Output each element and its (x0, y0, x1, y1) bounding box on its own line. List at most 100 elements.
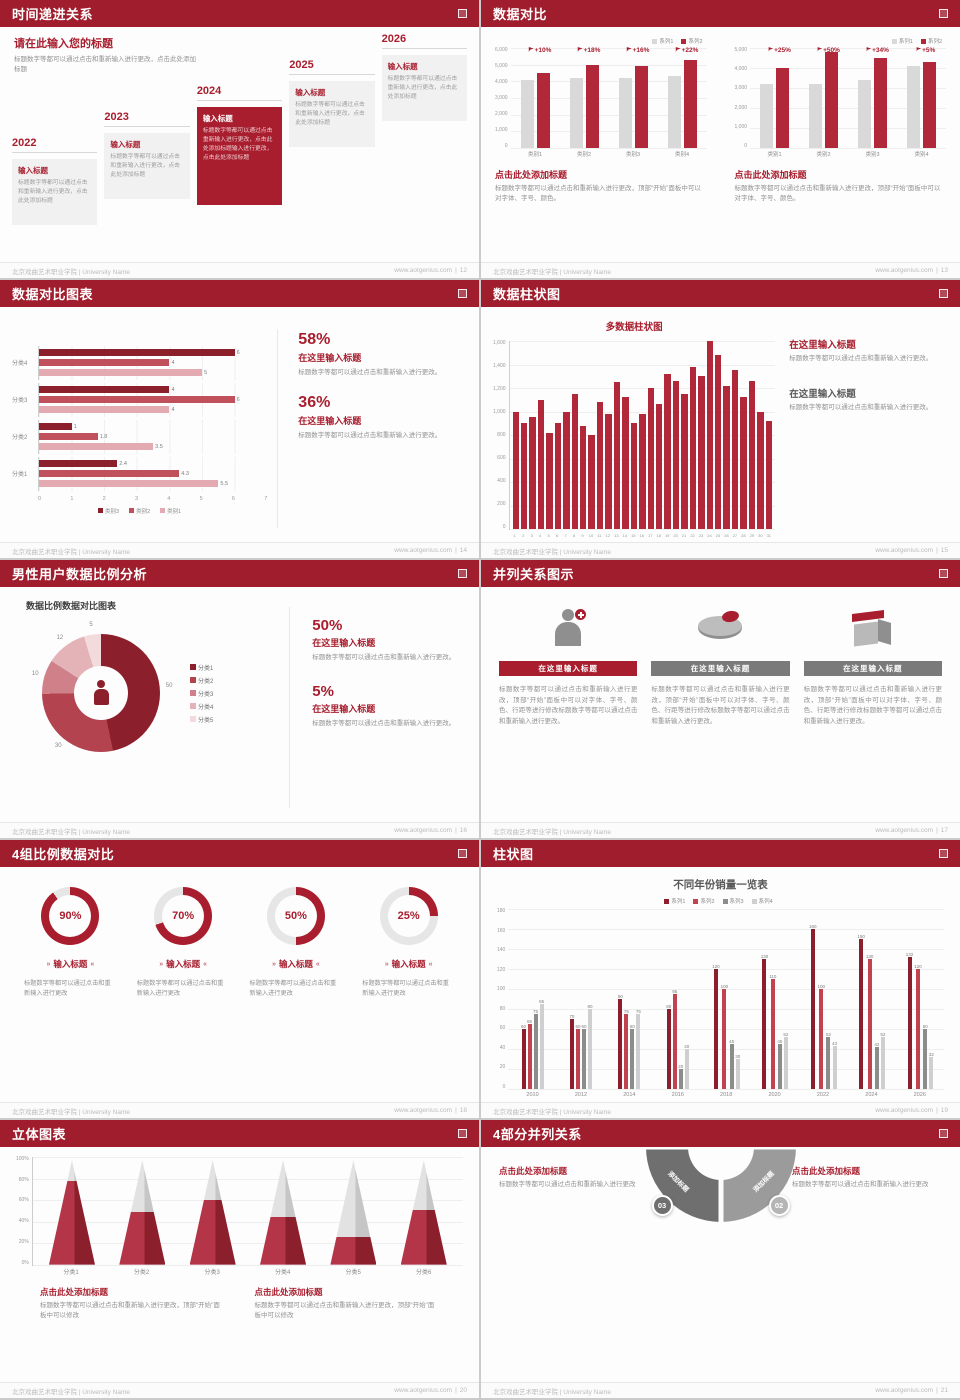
slide-male-user-ratio[interactable]: 男性用户数据比例分析 数据比例数据对比图表 50 30 10 12 5 分类1 分类2 分类… (0, 560, 479, 838)
bar (667, 76, 681, 148)
percent-label: +16% (627, 47, 650, 54)
ring-title: » 输入标题 « (46, 958, 94, 970)
chart-panel: 多数据柱状图 1,600 1,400 1,200 1,000 800 600 400 200 0… (493, 315, 776, 540)
male-figure-icon (93, 679, 109, 707)
timeline-box: 输入标题 标题数字等都可以通过点击和重新输入进行更改，点击此处添加标题 (104, 133, 190, 199)
legend-label: 系列2 (927, 39, 942, 45)
cone-fill (330, 1237, 377, 1265)
bar (698, 376, 705, 529)
cone (330, 1160, 377, 1265)
block-heading: 在这里输入标题 (789, 389, 856, 401)
stat-body: 标题数字等都可以通过点击和重新输入进行更改。 (298, 432, 442, 440)
slide-bar-chart[interactable]: 柱状图 不同年份销量一览表 系列1 系列2 系列3 系列4 180 160 140 120 10… (481, 840, 960, 1118)
footer-org: 北京戏曲艺术职业学院 | University Name (12, 548, 130, 556)
bar (880, 1037, 885, 1089)
value-label: 120 (712, 964, 720, 969)
value-label: 3.5 (155, 443, 163, 450)
value-label: 130 (865, 954, 874, 959)
value-label: 5.5 (220, 480, 229, 487)
value-label: 60 (575, 1024, 581, 1029)
footer-site: www.aotgenius.com (875, 267, 934, 274)
progress-ring: 50% (266, 887, 325, 945)
bar-line: 4 (39, 359, 267, 367)
bar (634, 66, 648, 148)
bar (569, 78, 583, 148)
bar-wrap: 75 (624, 909, 629, 1089)
x-tick-label: 8 (572, 532, 576, 538)
legend-item: 分类3 (190, 689, 213, 698)
slide-data-comparison[interactable]: 数据对比 系列1 系列2 6,000 5,000 4,000 3,000 2,000 1,00… (481, 0, 960, 278)
bar-wrap: 120 (914, 909, 922, 1089)
ring-title-text: 输入标题 (166, 959, 201, 969)
legend-swatch (891, 38, 897, 44)
bar (713, 969, 718, 1089)
ring-title-text: 输入标题 (391, 959, 426, 969)
gridline (508, 1089, 944, 1090)
x-tick-label: 2018 (720, 1092, 733, 1098)
bar-wrap (536, 48, 550, 148)
footer-org: 北京戏曲艺术职业学院 | University Name (493, 548, 611, 556)
block-heading: 点击此处添加标题 (254, 1286, 323, 1297)
timeline-box-title: 输入标题 (18, 166, 48, 175)
bar (672, 380, 680, 529)
x-tick-label: 16 (639, 532, 644, 538)
block-heading: 点击此处添加标题 (499, 1166, 568, 1176)
intro-block: 请在此输入您的标题 标题数字等都可以通过点击和重新输入进行更改，点击此处添加标题 (14, 35, 199, 76)
chart-main: 1,600 1,400 1,200 1,000 800 600 400 200 0 1 2 3 4 5 6 7… (493, 341, 776, 540)
value-label: 75 (623, 1009, 629, 1014)
column-banner: 在这里输入标题 (499, 661, 638, 676)
y-tick-label: 5,000 (495, 63, 508, 69)
footer-site: www.aotgenius.com (394, 267, 453, 274)
x-tick-label: 2020 (768, 1092, 781, 1098)
legend-swatch (190, 664, 196, 670)
y-tick-label: 4,000 (734, 66, 748, 73)
slide-body: 90%» 输入标题 «标题数字等都可以通过点击和重新输入进行更改 70%» 输入标题 «标… (0, 867, 479, 1102)
slide-body: 分类4 6 4 5 分类3 4 6 4 分类2 1 1.8 3.5 分类1 2.4 4.3 5.5 0 1 2 3 4 5… (0, 307, 479, 542)
bar (630, 423, 638, 529)
slide-header: 男性用户数据比例分析 (0, 560, 479, 587)
bar-wrap: 60 (923, 909, 928, 1089)
slide-parallel-relation[interactable]: 并列关系图示 在这里输入标题 标题数字等都可以通过点击和重新输入进行更改，顶部“… (481, 560, 960, 838)
x-tick-label: 1 (70, 495, 74, 502)
bar-group: 90 75 60 75 (605, 909, 653, 1089)
stat-body: 标题数字等都可以通过点击和重新输入进行更改。 (312, 654, 456, 661)
timeline-box: 输入标题 标题数字等都可以通过点击重新输入进行更改，点击此处添加标题 (381, 55, 468, 121)
bar-wrap (923, 48, 937, 148)
footer-site-page: www.aotgenius.com | 17 (872, 827, 948, 834)
bar-wrap: 80 (587, 909, 592, 1089)
chevron-right-icon: » (159, 960, 164, 968)
bar (647, 388, 654, 529)
gridline (32, 1243, 463, 1245)
footer-sep: | (455, 547, 457, 554)
legend-label: 类别2 (136, 508, 151, 515)
legend-item: 系列4 (751, 897, 773, 905)
footer-sep: | (455, 1387, 457, 1394)
y-tick-label: 0 (502, 1083, 506, 1090)
x-tick-label: 分类6 (416, 1270, 432, 1277)
ring-body: 标题数字等都可以通过点击和重新输入进行更改 (24, 980, 111, 997)
x-tick-label: 类别4 (914, 152, 929, 158)
cone-fill (119, 1212, 166, 1265)
slide-time-progression[interactable]: 时间递进关系 请在此输入您的标题 标题数字等都可以通过点击和重新输入进行更改，点… (0, 0, 479, 278)
value-label: 4 (171, 386, 175, 393)
bar (826, 1037, 831, 1089)
slide-header: 数据对比 (481, 0, 960, 27)
footer-page: 21 (940, 1387, 948, 1394)
stats-column: 58% 在这里输入标题 标题数字等都可以通过点击和重新输入进行更改。 36% 在… (288, 315, 467, 542)
gridline (750, 68, 946, 69)
block-body: 标题数字等都可以通过点击和重新输入进行更改。 (789, 355, 933, 362)
slide-data-bar-chart[interactable]: 数据柱状图 多数据柱状图 1,600 1,400 1,200 1,000 800 600 4… (481, 280, 960, 558)
nurse-icon (499, 603, 637, 655)
slide-four-ratio-comparison[interactable]: 4组比例数据对比 90%» 输入标题 «标题数字等都可以通过点击和重新输入进行更改 7… (0, 840, 479, 1118)
slide-four-part-relation[interactable]: 4部分并列关系 点击此处添加标题 标题数字等都可以通过点击和重新输入进行更改 点… (481, 1120, 960, 1398)
bar-line: 5 (39, 369, 267, 377)
stat-heading: 在这里输入标题 (298, 353, 362, 363)
slide-data-comparison-chart[interactable]: 数据对比图表 分类4 6 4 5 分类3 4 6 4 分类2 1 1.8 3.5 分类1 2.4 4.3 5.… (0, 280, 479, 558)
bar (748, 380, 756, 529)
bar-wrap (874, 48, 888, 148)
y-axis: 6,000 5,000 4,000 3,000 2,000 1,000 0 (495, 48, 511, 149)
slide-3d-chart[interactable]: 立体图表 100% 80% 60% 40% 20% 0% 分类1 分类2 分类3 分类4 分类5 分类… (0, 1120, 479, 1398)
slide-title: 并列关系图示 (493, 567, 575, 582)
bar (655, 404, 663, 529)
